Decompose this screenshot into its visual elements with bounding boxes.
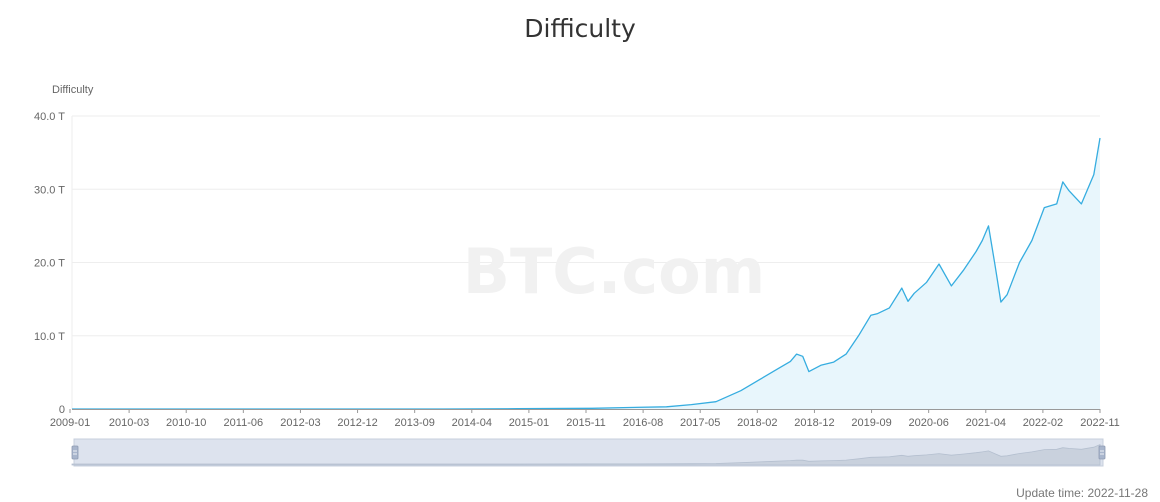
x-tick-label: 2015-01: [509, 417, 549, 429]
slider-right-handle[interactable]: [1098, 445, 1106, 460]
x-tick-label: 2022-02: [1023, 417, 1063, 429]
slider-preview: [71, 443, 1101, 466]
watermark: BTC.com: [463, 235, 766, 308]
y-axis: 0 10.0 T 20.0 T 30.0 T 40.0 T: [34, 111, 65, 416]
x-tick-label: 2012-12: [337, 417, 377, 429]
chart-title: Difficulty: [524, 14, 636, 43]
series-group: [72, 137, 1101, 410]
x-tick-label: 2020-06: [908, 417, 948, 429]
y-tick-label: 40.0 T: [34, 111, 65, 123]
x-tick-label: 2022-11: [1080, 417, 1120, 429]
y-axis-label: Difficulty: [52, 84, 94, 96]
x-tick-label: 2018-12: [794, 417, 834, 429]
x-tick-label: 2017-05: [680, 417, 720, 429]
zoom-slider[interactable]: [71, 438, 1106, 467]
x-tick-label: 2013-09: [394, 417, 434, 429]
y-tick-label: 20.0 T: [34, 258, 65, 270]
x-tick-label: 2010-10: [166, 417, 206, 429]
difficulty-chart[interactable]: BTC.com 0 10.0 T 20.0 T 30.0 T 40.0 T 2009-0…: [0, 0, 1160, 480]
x-tick-label: 2015-11: [566, 417, 606, 429]
x-tick-label: 2021-04: [966, 417, 1006, 429]
y-tick-label: 10.0 T: [34, 331, 65, 343]
x-tick-label: 2011-06: [224, 417, 264, 429]
x-tick-label: 2014-04: [452, 417, 492, 429]
x-tick-label: 2016-08: [623, 417, 663, 429]
y-tick-label: 30.0 T: [34, 184, 65, 196]
slider-left-handle[interactable]: [71, 445, 79, 460]
y-tick-label: 0: [59, 404, 65, 416]
x-tick-label: 2009-01: [50, 417, 90, 429]
x-tick-label: 2018-02: [737, 417, 777, 429]
update-time: Update time: 2022-11-28: [1016, 486, 1148, 500]
x-tick-label: 2012-03: [280, 417, 320, 429]
update-label: Update time:: [1016, 486, 1085, 500]
update-value: 2022-11-28: [1087, 486, 1149, 500]
x-tick-label: 2019-09: [851, 417, 891, 429]
x-tick-label: 2010-03: [109, 417, 149, 429]
x-axis: 2009-01 2010-03 2010-10 2011-06 2012-03 2012-…: [50, 409, 1120, 429]
series-area: [72, 138, 1100, 409]
series-line: [72, 137, 1101, 410]
